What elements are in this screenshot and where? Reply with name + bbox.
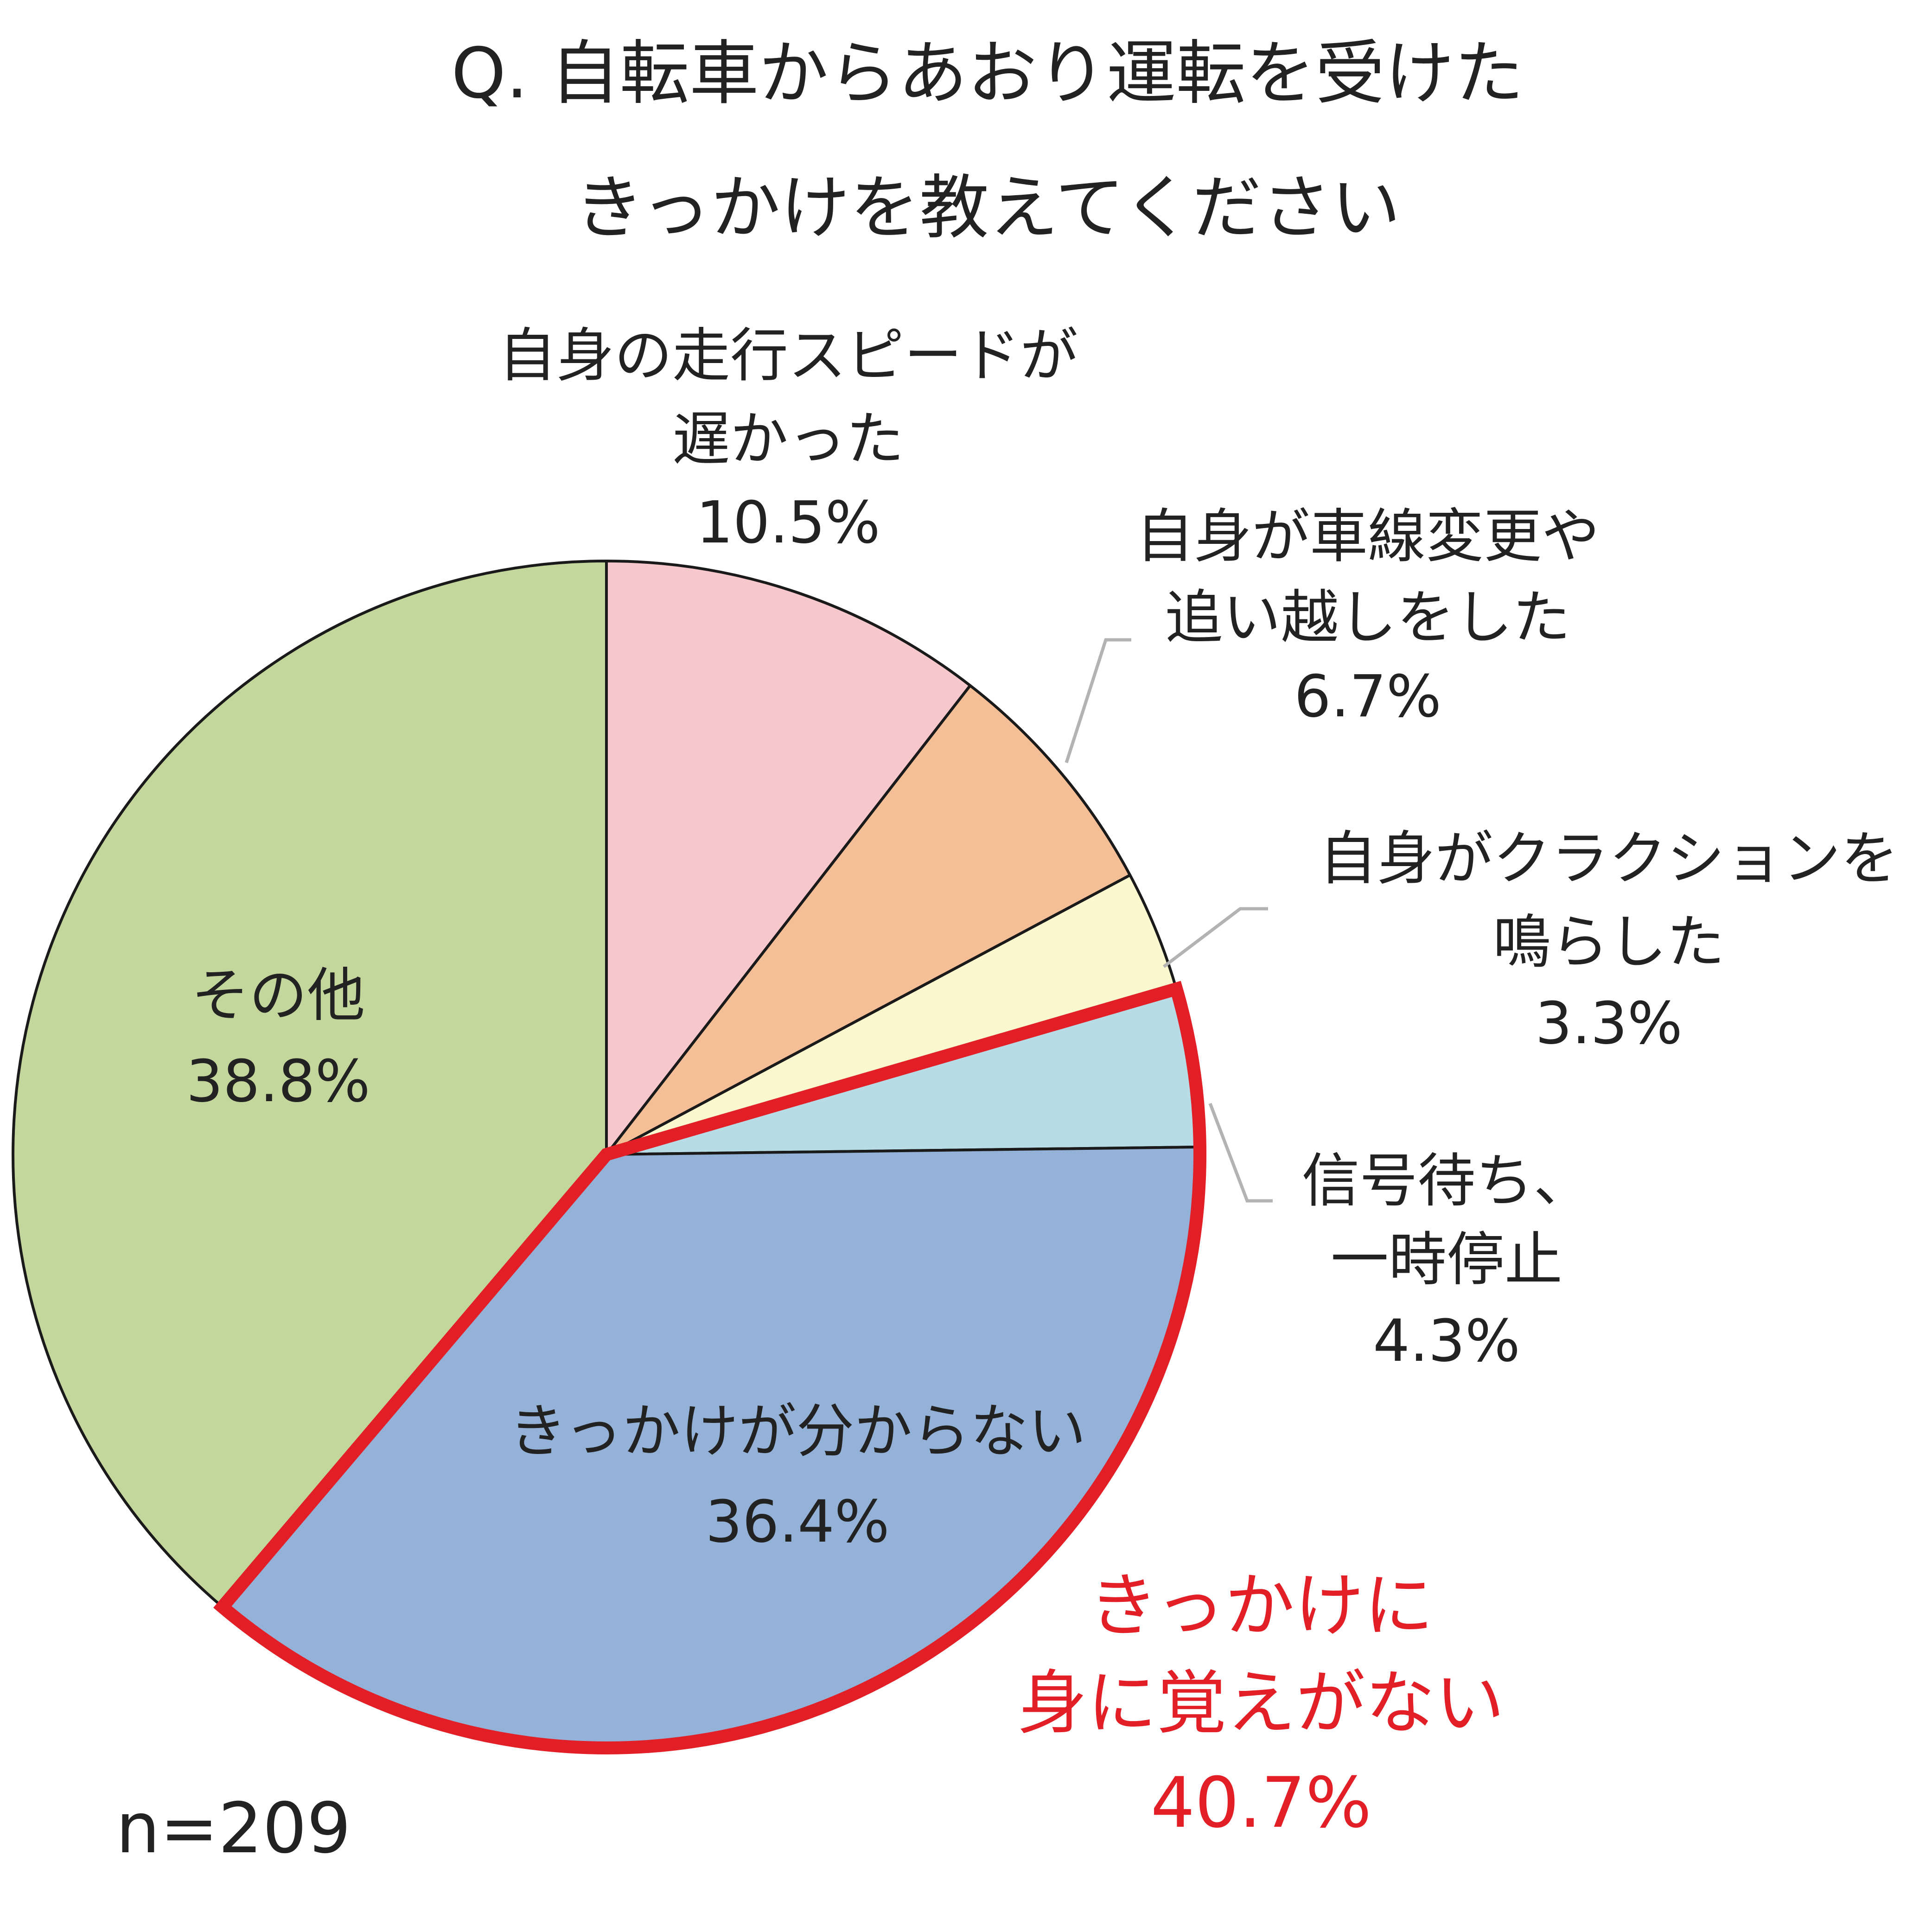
highlight-label-line-1: きっかけに bbox=[1089, 1566, 1434, 1646]
pie-slice-5 bbox=[12, 560, 608, 1608]
label-horn-line-2: 鳴らした bbox=[1493, 909, 1725, 976]
slice-label-other: その他 38.8% bbox=[186, 962, 370, 1115]
label-slow-speed-line-2: 遅かった bbox=[672, 406, 904, 473]
label-unknown-line-1: きっかけが分からない bbox=[509, 1398, 1086, 1465]
pie-slice-0 bbox=[605, 560, 972, 1156]
label-signal-stop-line-1: 信号待ち、 bbox=[1302, 1148, 1592, 1215]
highlight-annotation: きっかけに 身に覚えがない 40.7% bbox=[1018, 1566, 1505, 1843]
highlight-value: 40.7% bbox=[1151, 1763, 1372, 1843]
highlight-label-line-2: 身に覚えがない bbox=[1018, 1663, 1505, 1744]
label-lane-change-line-2: 追い越しをした bbox=[1165, 584, 1571, 651]
slice-label-lane-change: 自身が車線変更や 追い越しをした 6.7% bbox=[1136, 503, 1600, 730]
leader-line-horn bbox=[1162, 907, 1268, 968]
sample-size: n=209 bbox=[116, 1788, 351, 1869]
leader-line-lane-change bbox=[1065, 638, 1131, 764]
label-other-value: 38.8% bbox=[186, 1048, 370, 1115]
label-lane-change-line-1: 自身が車線変更や bbox=[1136, 503, 1600, 570]
leader-lines bbox=[1065, 638, 1273, 1203]
pie-slices bbox=[12, 560, 1201, 1749]
slice-label-horn: 自身がクラクションを 鳴らした 3.3% bbox=[1319, 825, 1899, 1057]
label-horn-line-1: 自身がクラクションを bbox=[1319, 825, 1899, 893]
label-unknown-value: 36.4% bbox=[705, 1488, 889, 1556]
label-lane-change-value: 6.7% bbox=[1294, 663, 1441, 730]
slice-label-unknown: きっかけが分からない 36.4% bbox=[509, 1398, 1086, 1556]
label-slow-speed-value: 10.5% bbox=[696, 489, 880, 556]
leader-line-signal bbox=[1208, 1103, 1273, 1203]
chart-title-line-1: Q. 自転車からあおり運転を受けた bbox=[451, 33, 1524, 114]
label-slow-speed-line-1: 自身の走行スピードが bbox=[498, 322, 1078, 389]
slice-label-signal-stop: 信号待ち、 一時停止 4.3% bbox=[1302, 1148, 1592, 1375]
label-other-line-1: その他 bbox=[191, 962, 365, 1029]
chart-title-line-2: きっかけを教えてください bbox=[574, 168, 1401, 249]
label-signal-stop-line-2: 一時停止 bbox=[1331, 1226, 1562, 1294]
label-signal-stop-value: 4.3% bbox=[1373, 1307, 1520, 1375]
label-horn-value: 3.3% bbox=[1535, 990, 1683, 1057]
slice-label-slow-speed: 自身の走行スピードが 遅かった 10.5% bbox=[498, 322, 1078, 556]
highlight-outline bbox=[213, 981, 1206, 1754]
pie-slice-1 bbox=[605, 684, 1132, 1156]
